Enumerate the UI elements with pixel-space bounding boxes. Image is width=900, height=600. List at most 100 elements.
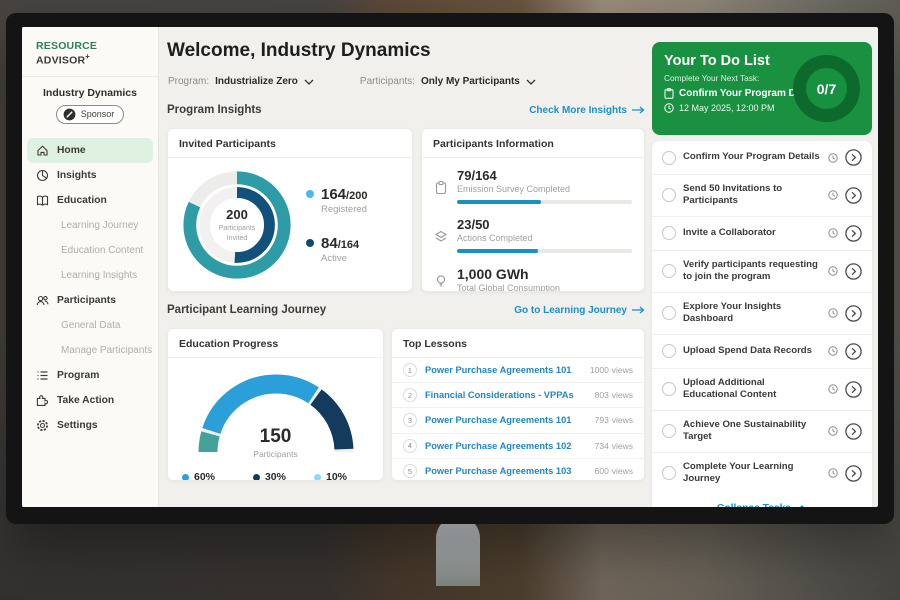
lesson-link[interactable]: Power Purchase Agreements 102 [425, 440, 572, 451]
info-row-actions: 23/50 Actions Completed [434, 217, 632, 253]
invited-participants-card: Invited Participants 200 Participants In… [167, 128, 413, 292]
todo-item[interactable]: Verify participants requesting to join t… [652, 251, 872, 293]
section-title: Program Insights [167, 104, 262, 116]
todo-item-label: Confirm Your Program Details [683, 151, 820, 163]
sidebar-item-participants[interactable]: Participants [27, 288, 153, 313]
chevron-right-icon[interactable] [845, 187, 862, 204]
clock-icon [828, 152, 838, 163]
gauge-legend: 60% Completed 30% Pending [168, 461, 383, 481]
todo-item[interactable]: Explore Your Insights Dashboard [652, 293, 872, 335]
registered-legend-item: 164/200 Registered [306, 186, 367, 215]
lesson-link[interactable]: Power Purchase Agreements 103 [425, 466, 572, 477]
todo-item-label: Upload Additional Educational Content [683, 376, 777, 401]
sidebar-item-education-content[interactable]: Education Content [22, 238, 158, 263]
people-icon [36, 295, 49, 305]
gear-icon [37, 419, 48, 431]
sidebar-nav: Home Insights Education Learning Journey [22, 137, 158, 438]
todo-checkbox[interactable] [662, 226, 676, 241]
todo-progress-count: 0/7 [816, 80, 837, 97]
todo-progress-ring: 0/7 [793, 55, 860, 122]
collapse-tasks-link[interactable]: Collapse Tasks [652, 494, 872, 507]
go-to-learning-journey-link[interactable]: Go to Learning Journey [514, 305, 645, 316]
todo-item[interactable]: Send 50 Invitations to Participants [652, 175, 872, 217]
education-progress-card: Education Progress 150 Participants [167, 328, 384, 481]
chevron-right-icon[interactable] [845, 149, 862, 166]
registered-total: /200 [346, 190, 368, 202]
todo-checkbox[interactable] [662, 466, 676, 481]
todo-item[interactable]: Achieve One Sustainability Target [652, 411, 872, 453]
todo-item-label: Achieve One Sustainability Target [683, 418, 807, 443]
gauge-center: 150 Participants [191, 426, 361, 459]
gauge-value: 150 [259, 426, 292, 447]
sidebar-item-education[interactable]: Education [27, 188, 153, 213]
registered-value: 164 [321, 186, 347, 203]
program-insights-header: Program Insights Check More Insights [167, 104, 645, 116]
todo-item[interactable]: Upload Spend Data Records [652, 335, 872, 369]
collapse-tasks-label: Collapse Tasks [717, 503, 791, 507]
todo-checkbox[interactable] [662, 150, 676, 165]
gauge-segment [198, 374, 353, 453]
todo-item[interactable]: Upload Additional Educational Content [652, 369, 872, 411]
home-icon [37, 144, 48, 156]
lesson-link[interactable]: Power Purchase Agreements 101 [425, 365, 572, 376]
sponsor-badge: Sponsor [55, 104, 125, 124]
todo-checkbox[interactable] [662, 424, 676, 439]
sidebar-item-learning-insights[interactable]: Learning Insights [22, 263, 158, 288]
todo-item-label: Explore Your Insights Dashboard [683, 300, 782, 325]
actions-label: Actions Completed [457, 233, 533, 243]
todo-item[interactable]: Complete Your Learning Journey [652, 453, 872, 494]
chevron-right-icon[interactable] [845, 343, 862, 360]
todo-checkbox[interactable] [662, 306, 676, 321]
legend-pct: 30% [264, 471, 286, 481]
clipboard-icon [664, 88, 674, 99]
program-select[interactable]: Program: Industrialize Zero [168, 76, 314, 87]
sidebar-item-label: Education Content [61, 244, 144, 256]
active-total: /164 [337, 239, 360, 251]
chevron-right-icon[interactable] [845, 464, 862, 482]
gauge-value-label: Participants [253, 449, 298, 459]
todo-checkbox[interactable] [662, 188, 676, 203]
sidebar-item-take-action[interactable]: Take Action [27, 388, 153, 413]
book-icon [36, 195, 49, 206]
sidebar-item-program[interactable]: Program [27, 363, 153, 388]
consumption-label: Total Global Consumption [457, 283, 561, 292]
chevron-up-icon [800, 505, 804, 507]
link-label: Check More Insights [529, 104, 627, 116]
todo-due-label: 12 May 2025, 12:00 PM [679, 103, 775, 113]
participants-select[interactable]: Participants: Only My Participants [360, 76, 536, 87]
views-suffix: views [611, 365, 633, 376]
todo-checkbox[interactable] [662, 344, 676, 359]
sidebar-item-label: Learning Insights [61, 269, 138, 281]
layers-icon [434, 230, 448, 242]
check-more-insights-link[interactable]: Check More Insights [529, 105, 645, 116]
lesson-row: 1 Power Purchase Agreements 101 1000 vie… [392, 358, 644, 384]
lesson-link[interactable]: Power Purchase Agreements 101 [425, 415, 572, 426]
chevron-right-icon[interactable] [845, 422, 862, 440]
lesson-row: 3 Power Purchase Agreements 101 793 view… [392, 408, 644, 434]
todo-checkbox[interactable] [662, 264, 676, 279]
registered-dot [306, 190, 314, 198]
chevron-right-icon[interactable] [845, 263, 862, 280]
participants-select-value: Only My Participants [420, 76, 520, 87]
sidebar-item-manage-participants[interactable]: Manage Participants [22, 338, 158, 363]
lesson-views: 803 [594, 390, 609, 401]
legend-item-completed: 60% Completed [182, 471, 235, 480]
chevron-right-icon[interactable] [845, 305, 862, 322]
sidebar-item-label: Program [57, 369, 100, 381]
sidebar-item-learning-journey[interactable]: Learning Journey [22, 213, 158, 238]
sidebar-item-settings[interactable]: Settings [27, 413, 153, 438]
clock-icon [828, 384, 838, 394]
sidebar-item-home[interactable]: Home [27, 137, 153, 163]
chevron-right-icon[interactable] [845, 225, 862, 242]
lesson-link[interactable]: Financial Considerations - VPPAs [425, 390, 574, 401]
chevron-right-icon[interactable] [845, 381, 862, 398]
todo-item[interactable]: Invite a Collaborator [652, 217, 872, 251]
sidebar-item-general-data[interactable]: General Data [22, 313, 158, 338]
todo-item[interactable]: Confirm Your Program Details [652, 141, 872, 175]
sidebar-item-insights[interactable]: Insights [27, 163, 153, 188]
link-label: Go to Learning Journey [514, 304, 627, 316]
todo-checkbox[interactable] [662, 382, 676, 397]
participants-information-body: 79/164 Emission Survey Completed 23/50 A… [422, 158, 644, 292]
chevron-down-icon [526, 79, 536, 85]
sidebar-item-label: Settings [57, 419, 98, 431]
